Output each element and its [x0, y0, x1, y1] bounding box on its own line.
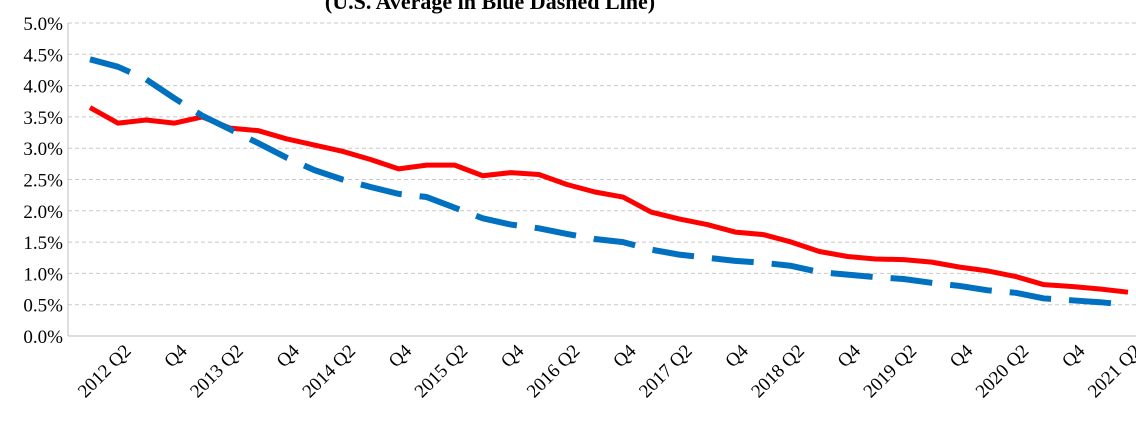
x-tick-label: 2012 Q2 [74, 341, 136, 403]
x-tick-label: Q4 [273, 340, 305, 372]
x-tick-label: Q4 [609, 340, 641, 372]
y-tick-label: 0.0% [23, 327, 63, 348]
x-tick-label: Q4 [160, 340, 192, 372]
y-tick-label: 3.5% [23, 108, 63, 129]
x-tick-label: 2019 Q2 [860, 341, 922, 403]
x-tick-label: 2021 Q2 [1084, 341, 1136, 403]
y-tick-label: 4.5% [23, 45, 63, 66]
x-tick-label: Q4 [497, 340, 529, 372]
series-line [88, 105, 1129, 295]
y-tick-label: 1.5% [23, 233, 63, 254]
y-tick-label: 3.0% [23, 139, 63, 160]
x-tick-label: Q4 [834, 340, 866, 372]
y-tick-label: 2.0% [23, 202, 63, 223]
x-tick-label: 2015 Q2 [411, 341, 473, 403]
x-tick-label: 2020 Q2 [972, 341, 1034, 403]
x-tick-label: Q4 [385, 340, 417, 372]
x-tick-label: 2013 Q2 [186, 341, 248, 403]
x-tick-label: 2014 Q2 [299, 341, 361, 403]
y-tick-label: 4.0% [23, 77, 63, 98]
chart-title: (U.S. Average in Blue Dashed Line) [325, 0, 655, 14]
y-tick-label: 1.0% [23, 264, 63, 285]
y-tick-label: 2.5% [23, 171, 63, 192]
y-tick-label: 0.5% [23, 296, 63, 317]
x-tick-label: Q4 [722, 340, 754, 372]
x-tick-label: 2016 Q2 [523, 341, 585, 403]
x-tick-label: 2018 Q2 [747, 341, 809, 403]
x-tick-label: Q4 [1058, 340, 1090, 372]
x-tick-label: 2017 Q2 [635, 341, 697, 403]
y-tick-label: 5.0% [23, 14, 63, 35]
x-tick-label: Q4 [946, 340, 978, 372]
series-line [89, 56, 1129, 308]
